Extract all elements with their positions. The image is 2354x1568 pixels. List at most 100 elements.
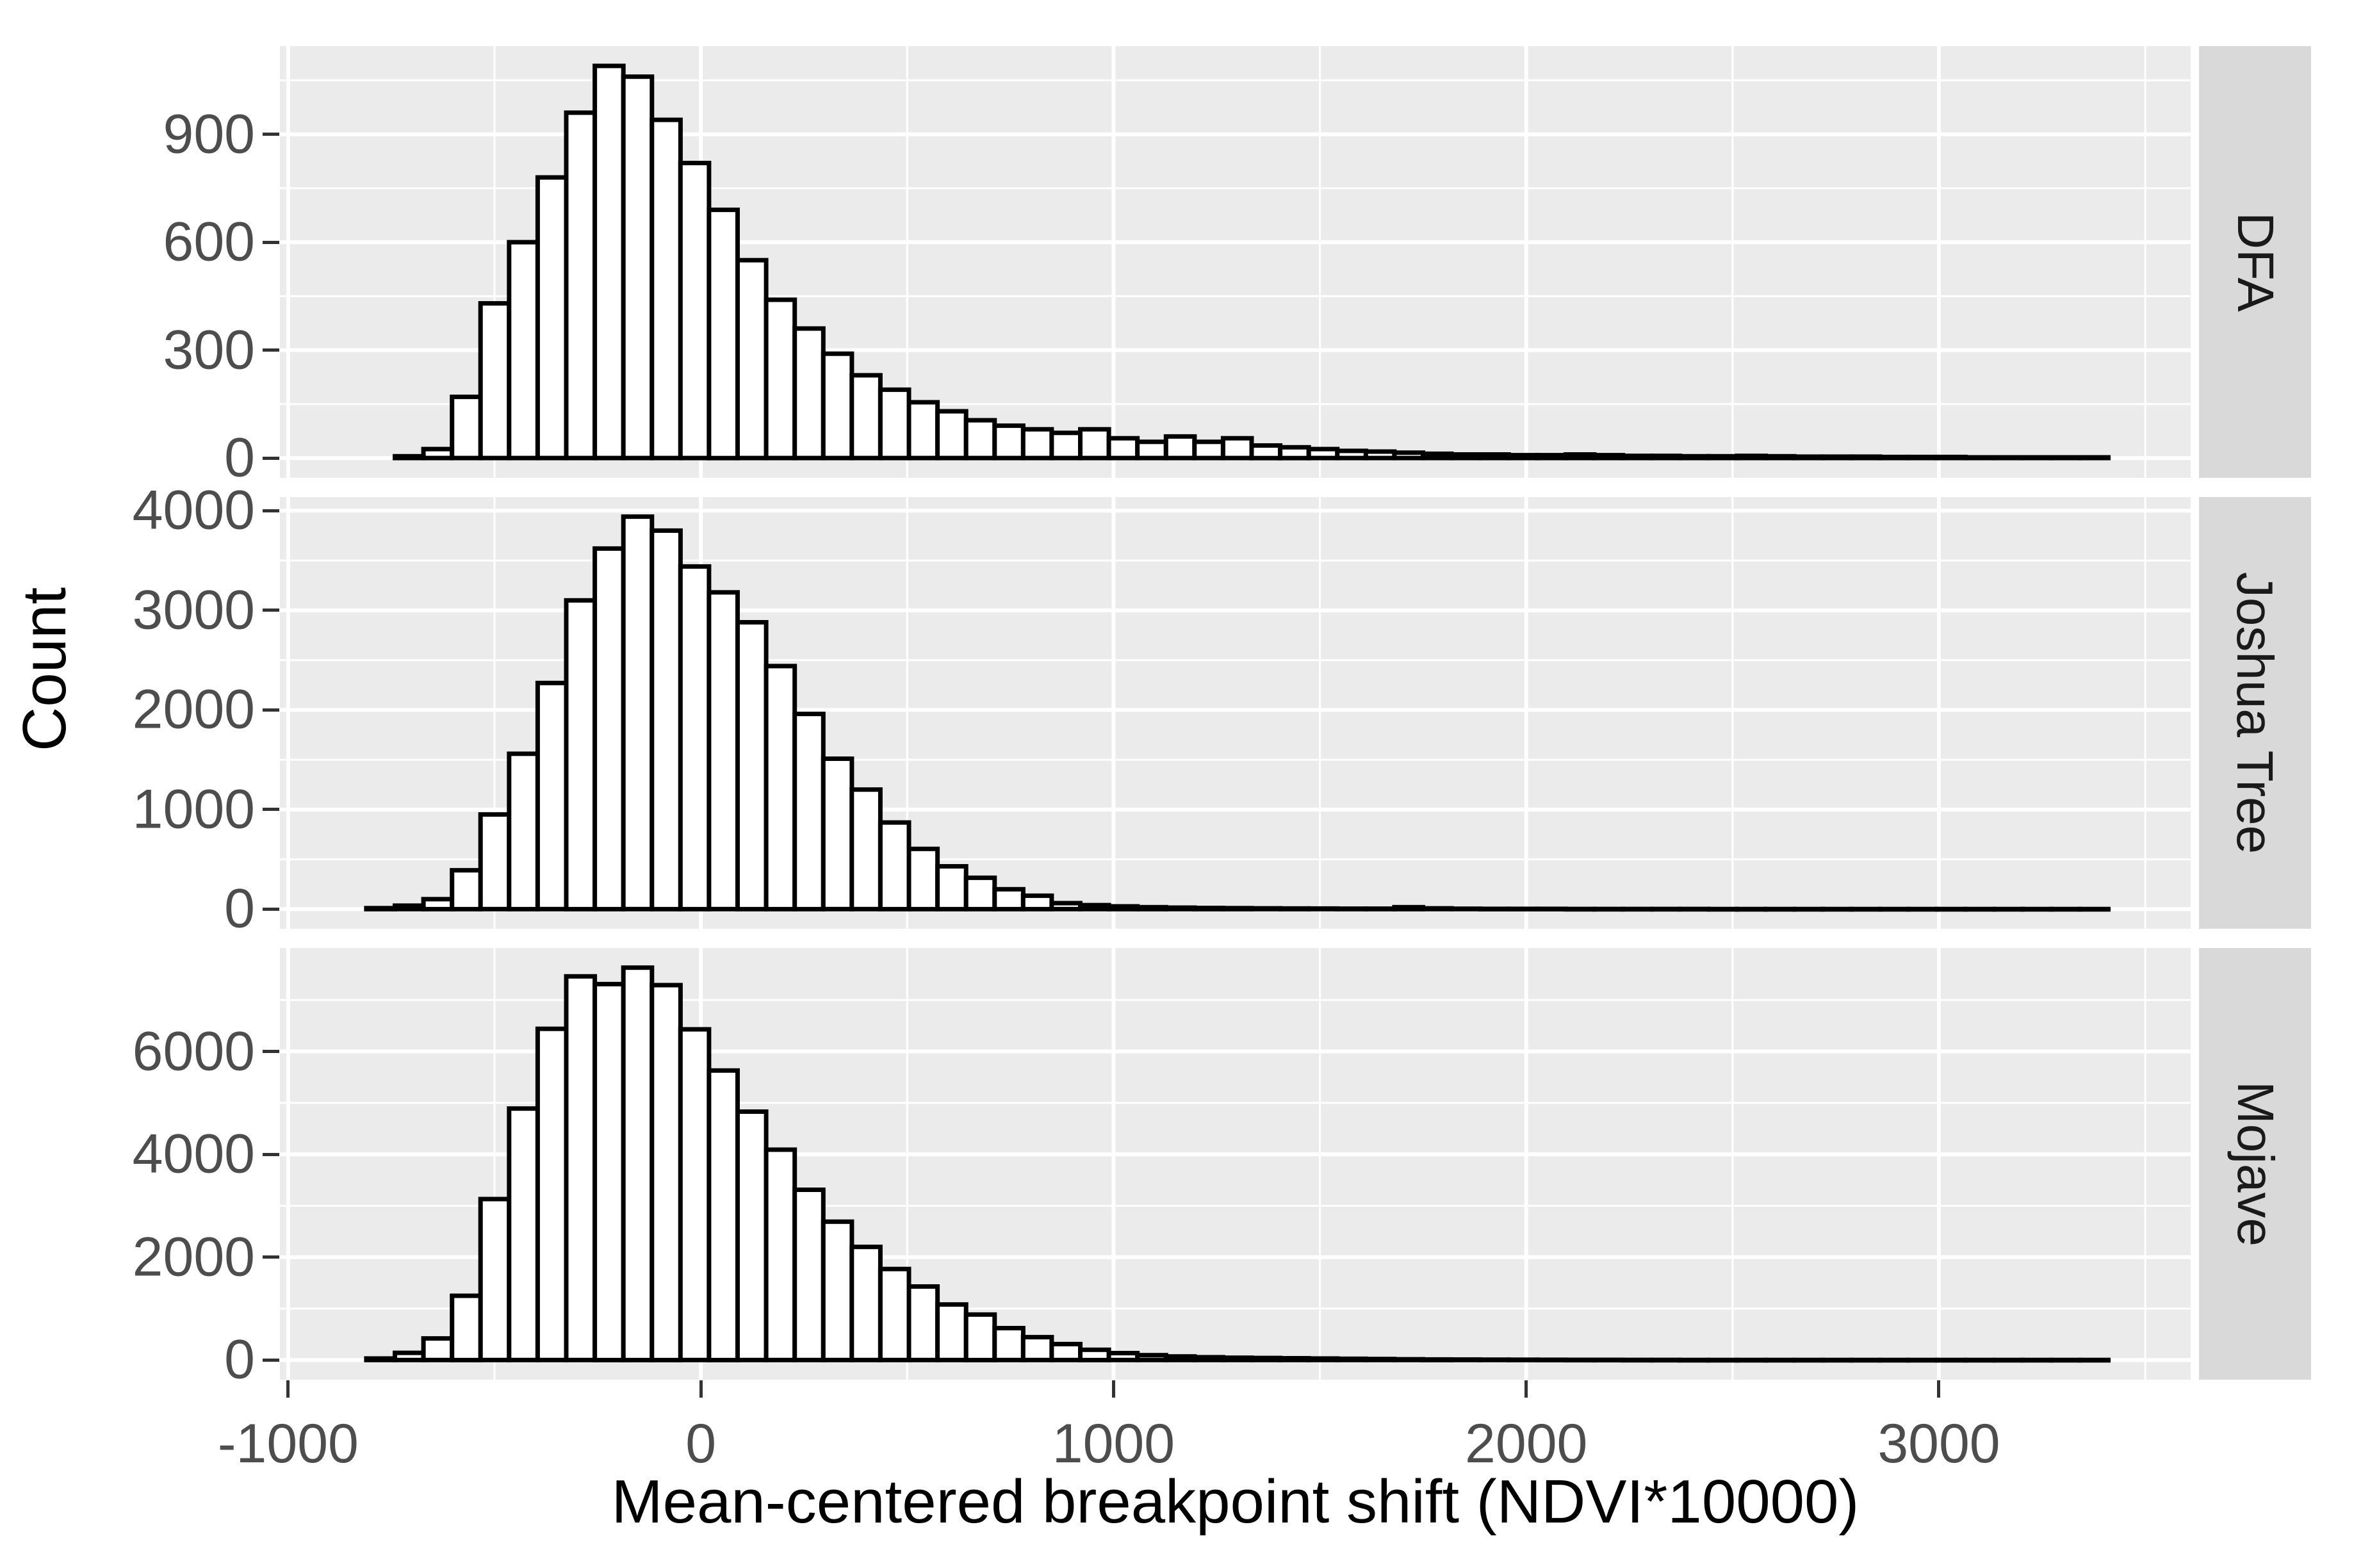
histogram-bar [593,546,626,911]
facet-strip-mojave: Mojave [2199,948,2311,1380]
histogram-bar [1906,454,1940,461]
histogram-bar [1478,906,1511,912]
histogram-bar [621,74,655,461]
histogram-bar [1249,1355,1283,1362]
y-tick-label: 0 [224,427,255,489]
histogram-bar [1106,1351,1140,1362]
histogram-bar [364,1356,397,1362]
y-tick-mark [263,240,279,244]
y-tick-mark [263,1152,279,1156]
histogram-bar [1535,453,1569,461]
histogram-bar [1306,1356,1340,1362]
histogram-bar [1192,1355,1225,1362]
histogram-bar [992,886,1026,911]
histogram-bar [821,1219,854,1362]
histogram-bar [1678,906,1711,912]
histogram-bar [878,820,911,911]
histogram-bar [1963,906,1997,912]
histogram-bar [1849,906,1883,912]
histogram-bar [1020,1335,1054,1362]
histogram-bar [735,257,769,461]
histogram-bar [1849,454,1883,461]
histogram-bar [564,110,598,461]
histogram-bar [792,712,826,911]
histogram-bar [421,897,455,911]
x-tick-label: 0 [685,1413,717,1474]
y-tick-mark [263,456,279,460]
histogram-bar [1934,454,1968,461]
histogram-bar [1163,434,1197,461]
histogram-bar [650,528,683,911]
histogram-bar [764,664,797,911]
histogram-bar [535,175,569,461]
histogram-bar [450,395,483,461]
histogram-bar [1163,905,1197,911]
histogram-bar [1049,1341,1083,1362]
histogram-bar [1792,454,1826,461]
histogram-bar [849,373,883,461]
facet-panel-mojave [280,948,2191,1380]
histogram-bar [1135,904,1168,911]
histogram-bar [963,875,997,911]
histogram-bar [678,564,712,911]
histogram-bar [1792,906,1826,912]
histogram-bar [507,240,540,461]
y-tick-mark [263,1358,279,1362]
facet-panel-joshua-tree [280,497,2191,929]
x-tick-mark [1937,1380,1941,1398]
y-tick-label: 4000 [132,1123,255,1185]
histogram-bar [1020,893,1054,911]
histogram-bar [707,590,740,911]
histogram-bar [1621,906,1654,912]
y-tick-label: 600 [163,211,256,273]
histogram-bar [821,756,854,911]
histogram-bar [1649,906,1683,912]
histogram-bar [1020,427,1054,461]
y-tick-label: 1000 [132,778,255,840]
histogram-bar [1392,1357,1426,1362]
histogram-bar [2077,906,2111,912]
histogram-bar [1335,1356,1368,1362]
histogram-bar [935,1302,969,1362]
histogram-bar [1735,453,1768,461]
histogram-bar [564,974,598,1362]
histogram-bar [1306,906,1340,911]
histogram-bar [364,906,397,911]
histogram-bar [1820,454,1854,461]
histogram-bar [1592,453,1626,461]
histogram-bar [421,1336,455,1362]
histogram-bar [2077,455,2111,461]
histogram-bar [1335,448,1368,461]
histogram-bar [535,1026,569,1362]
x-tick-mark [699,1380,703,1398]
histogram-bar [1078,902,1111,911]
y-tick-label: 2000 [132,678,255,740]
histogram-bar [478,812,512,911]
histogram-bar [1220,436,1254,461]
facet-strip-label: Mojave [2227,1081,2284,1246]
histogram-bar [621,514,655,911]
facet-strip-dfa: DFA [2199,46,2311,478]
y-tick-mark [263,907,279,911]
histogram-bar [1478,452,1511,461]
y-tick-label: 300 [163,319,256,381]
histogram-bar [906,846,940,911]
histogram-bar [1877,454,1911,461]
histogram-bar [849,1245,883,1362]
histogram-bar [1192,439,1225,461]
histogram-bar [593,981,626,1362]
histogram-bar [792,1188,826,1362]
facet-strip-label: DFA [2227,212,2284,312]
x-tick-label: -1000 [217,1413,359,1474]
histogram-bar [2020,455,2054,461]
histogram-bar [650,117,683,461]
y-tick-label: 4000 [132,479,255,541]
y-tick-label: 900 [163,103,256,165]
x-tick-mark [1524,1380,1528,1398]
histogram-bar [849,787,883,911]
y-tick-mark [263,608,279,612]
histogram-bar [707,1068,740,1362]
histogram-bar [878,1266,911,1362]
histogram-bar [1678,453,1711,461]
